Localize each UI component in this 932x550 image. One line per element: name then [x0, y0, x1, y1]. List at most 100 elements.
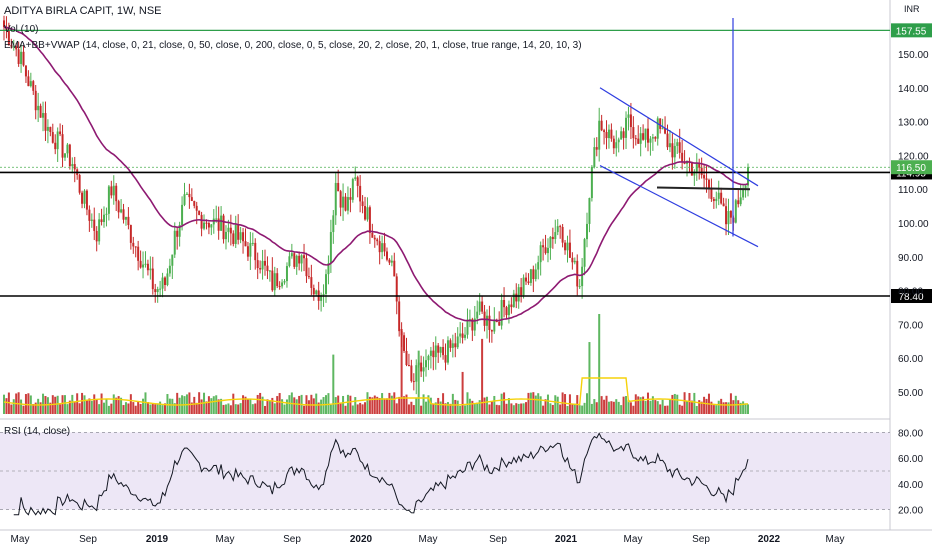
candle-body [88, 209, 91, 221]
candle-body [398, 301, 401, 332]
volume-bar [476, 402, 479, 414]
volume-bar [56, 395, 59, 414]
volume-bar [156, 403, 159, 414]
volume-bar [488, 404, 491, 414]
volume-bar [410, 401, 413, 414]
volume-bar [459, 405, 462, 414]
candle-body [22, 51, 25, 66]
candle-body [385, 251, 388, 260]
candle-body [349, 197, 352, 200]
candle-body [339, 191, 342, 208]
candle-body [166, 273, 169, 286]
candle-body [659, 118, 662, 129]
candle-body [322, 293, 325, 296]
volume-bar [744, 403, 747, 414]
volume-bar [705, 398, 708, 414]
candle-body [400, 331, 403, 336]
candle-body [98, 219, 101, 242]
ema-line [3, 26, 749, 322]
candle-body [15, 46, 18, 50]
volume-bar [356, 404, 359, 414]
volume-bar [98, 404, 101, 414]
volume-bar [637, 396, 640, 414]
candle-body [229, 227, 232, 234]
volume-bar [666, 405, 669, 414]
candle-body [34, 90, 37, 111]
volume-bar [273, 403, 276, 414]
volume-bar [251, 404, 254, 414]
volume-bar [510, 403, 513, 414]
volume-bar [120, 397, 123, 414]
volume-bar [400, 329, 403, 414]
candle-body [451, 343, 454, 348]
volume-bar [686, 401, 689, 414]
candle-body [344, 196, 347, 211]
volume-bar [3, 394, 5, 414]
time-tick-label: Sep [692, 534, 710, 545]
candle-body [507, 304, 510, 316]
candle-body [564, 242, 567, 251]
candle-body [103, 214, 106, 223]
volume-bar [59, 404, 62, 414]
volume-bar [242, 395, 245, 414]
volume-bar [171, 398, 174, 414]
volume-bar [629, 402, 632, 414]
candle-body [551, 236, 554, 240]
volume-bar [559, 404, 562, 414]
candle-body [546, 247, 549, 254]
currency-label: INR [904, 4, 920, 14]
volume-bar [505, 403, 508, 414]
candle-body [654, 137, 657, 139]
candle-body [329, 232, 332, 264]
last-price-label: 116.50 [896, 163, 926, 174]
price-tick-label: 50.00 [898, 388, 923, 399]
volume-bar [403, 396, 406, 414]
volume-bar [232, 393, 235, 414]
volume-bar [229, 405, 232, 414]
volume-bar [454, 399, 457, 414]
volume-bar [683, 392, 686, 414]
volume-bar [166, 394, 169, 414]
candle-body [498, 322, 501, 326]
volume-bar [722, 402, 725, 414]
candle-body [188, 193, 191, 198]
last-price-tag [891, 160, 932, 175]
candle-body [56, 131, 59, 150]
volume-bar [115, 397, 118, 414]
candle-body [454, 343, 457, 348]
volume-bar [395, 403, 398, 414]
candle-body [578, 286, 581, 288]
volume-bar [322, 397, 325, 414]
candle-body [471, 319, 474, 331]
volume-bar [371, 397, 374, 414]
volume-bar [693, 392, 696, 414]
volume-bar [427, 395, 430, 414]
candle-body [156, 289, 159, 293]
volume-bar [678, 404, 681, 414]
volume-bar [581, 405, 584, 414]
volume-bar [246, 399, 249, 414]
candle-body [3, 20, 5, 28]
candle-body [651, 137, 654, 139]
volume-bar [139, 403, 142, 414]
candle-body [78, 174, 81, 193]
volume-bar [354, 397, 357, 414]
price-tick-label: 130.00 [898, 118, 929, 129]
volume-bar [144, 392, 147, 414]
volume-bar [659, 404, 662, 414]
candle-body [254, 242, 257, 261]
candle-body [676, 142, 679, 146]
candle-body [459, 333, 462, 337]
volume-bar [398, 396, 401, 414]
volume-bar [646, 392, 649, 414]
candle-body [725, 206, 728, 225]
candle-body [144, 263, 147, 265]
candle-body [305, 258, 308, 277]
volume-bar [320, 399, 323, 414]
candle-body [485, 315, 488, 326]
volume-bar [376, 396, 379, 414]
volume-bar [346, 394, 349, 414]
candle-body [122, 209, 125, 220]
candle-body [605, 132, 608, 139]
